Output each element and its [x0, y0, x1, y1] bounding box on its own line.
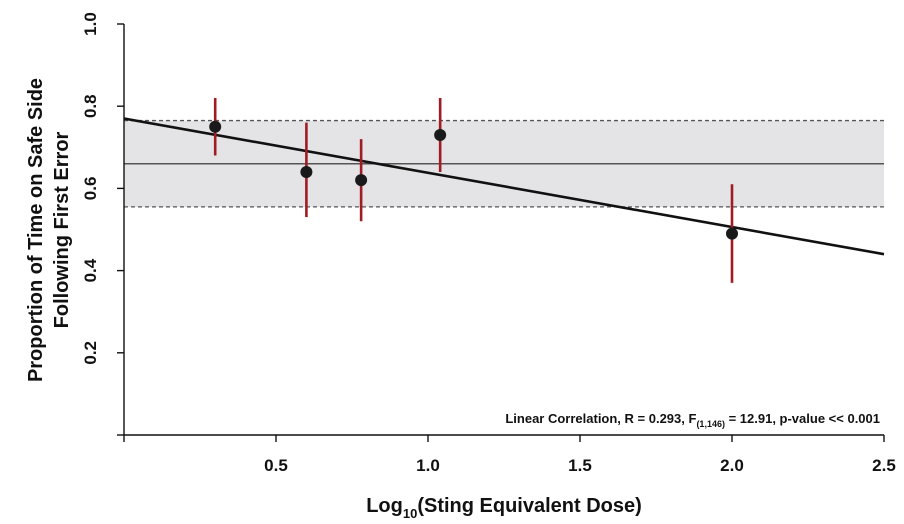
x-tick-label-2: 1.0	[416, 456, 440, 475]
x-tick-label-4: 2.0	[720, 456, 744, 475]
x-axis-title-suffix: (Sting Equivalent Dose)	[417, 495, 641, 517]
annotation-subscript: (1,146)	[696, 419, 725, 429]
regression-line	[123, 117, 885, 256]
annotation-text-before: Linear Correlation, R = 0.293, F	[505, 411, 696, 426]
y-axis-title-line2: Following First Error	[51, 131, 73, 328]
marks-layer	[209, 97, 738, 283]
y-tick-label-4: 0.8	[81, 94, 100, 118]
y-tick-label-1: 0.2	[81, 341, 100, 365]
data-point-5	[726, 227, 738, 240]
data-point-3	[355, 174, 368, 187]
axis-layer: 0.5 1.0 1.5 2.0 2.5 0.2 0.4 0.6 0.8 1.0	[81, 12, 896, 475]
x-tick-label-5: 2.5	[872, 456, 896, 475]
x-axis-title-prefix: Log	[366, 495, 403, 517]
x-tick-label-3: 1.5	[568, 456, 592, 475]
x-axis-title-subscript: 10	[403, 506, 417, 521]
y-tick-label-5: 1.0	[81, 12, 100, 36]
annotation-text-after: = 12.91, p-value << 0.001	[725, 411, 880, 426]
data-point-1	[209, 120, 222, 133]
y-axis-title-line1: Proportion of Time on Safe Side	[25, 78, 47, 382]
x-tick-label-1: 0.5	[264, 456, 288, 475]
data-point-2	[300, 165, 313, 178]
data-point-4	[434, 128, 447, 141]
line-layer	[123, 117, 885, 256]
x-axis-title: Log10(Sting Equivalent Dose)	[366, 495, 642, 521]
y-tick-label-3: 0.6	[81, 177, 100, 201]
correlation-annotation: Linear Correlation, R = 0.293, F(1,146) …	[505, 411, 880, 429]
y-tick-label-2: 0.4	[81, 258, 100, 282]
